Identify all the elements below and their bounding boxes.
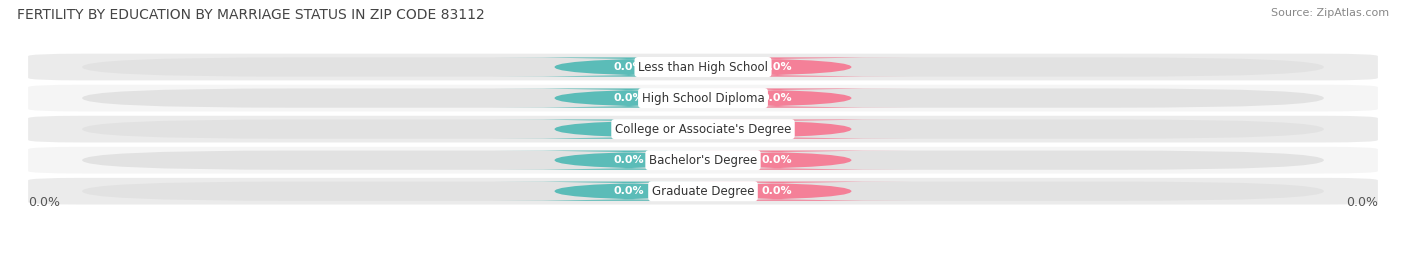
FancyBboxPatch shape — [494, 182, 763, 201]
Text: 0.0%: 0.0% — [613, 62, 644, 72]
FancyBboxPatch shape — [28, 85, 1378, 111]
FancyBboxPatch shape — [643, 89, 912, 108]
Text: Source: ZipAtlas.com: Source: ZipAtlas.com — [1271, 8, 1389, 18]
Text: Less than High School: Less than High School — [638, 61, 768, 73]
FancyBboxPatch shape — [82, 151, 1324, 170]
FancyBboxPatch shape — [643, 182, 912, 201]
FancyBboxPatch shape — [82, 89, 1324, 108]
FancyBboxPatch shape — [643, 119, 912, 139]
FancyBboxPatch shape — [28, 116, 1378, 143]
Text: 0.0%: 0.0% — [762, 186, 793, 196]
FancyBboxPatch shape — [494, 151, 763, 170]
FancyBboxPatch shape — [28, 178, 1378, 204]
FancyBboxPatch shape — [82, 119, 1324, 139]
FancyBboxPatch shape — [494, 57, 763, 77]
FancyBboxPatch shape — [494, 89, 763, 108]
FancyBboxPatch shape — [643, 151, 912, 170]
Text: 0.0%: 0.0% — [1346, 196, 1378, 209]
Text: 0.0%: 0.0% — [762, 93, 793, 103]
FancyBboxPatch shape — [494, 119, 763, 139]
Text: 0.0%: 0.0% — [613, 93, 644, 103]
Text: 0.0%: 0.0% — [613, 124, 644, 134]
Text: FERTILITY BY EDUCATION BY MARRIAGE STATUS IN ZIP CODE 83112: FERTILITY BY EDUCATION BY MARRIAGE STATU… — [17, 8, 485, 22]
FancyBboxPatch shape — [28, 54, 1378, 80]
FancyBboxPatch shape — [82, 57, 1324, 77]
Text: College or Associate's Degree: College or Associate's Degree — [614, 123, 792, 136]
Text: High School Diploma: High School Diploma — [641, 91, 765, 105]
Text: 0.0%: 0.0% — [613, 155, 644, 165]
Text: 0.0%: 0.0% — [762, 62, 793, 72]
Text: 0.0%: 0.0% — [613, 186, 644, 196]
Text: 0.0%: 0.0% — [762, 124, 793, 134]
Text: Bachelor's Degree: Bachelor's Degree — [650, 154, 756, 167]
FancyBboxPatch shape — [28, 147, 1378, 174]
FancyBboxPatch shape — [643, 57, 912, 77]
Text: 0.0%: 0.0% — [762, 155, 793, 165]
FancyBboxPatch shape — [82, 182, 1324, 201]
Text: 0.0%: 0.0% — [28, 196, 60, 209]
Text: Graduate Degree: Graduate Degree — [652, 185, 754, 198]
